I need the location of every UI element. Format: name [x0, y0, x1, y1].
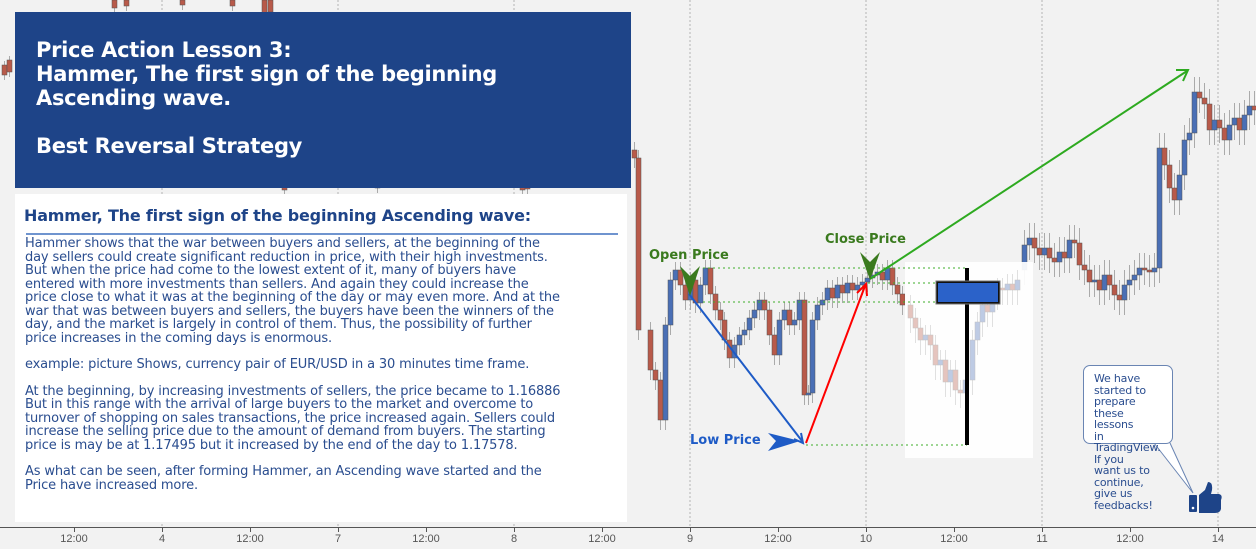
- time-axis-label: 12:00: [764, 533, 792, 545]
- close-price-pointer-icon: [860, 252, 880, 280]
- paragraph-hammer-explanation: Hammer shows that the war between buyers…: [25, 236, 560, 346]
- title-subtitle: Best Reversal Strategy: [36, 134, 303, 158]
- paragraph-example: example: picture Shows, currency pair of…: [25, 357, 530, 372]
- time-axis-label: 12:00: [588, 533, 616, 545]
- low-price-label: Low Price: [690, 433, 761, 448]
- thumbs-up-icon: [1189, 482, 1222, 513]
- time-axis-label: 4: [158, 533, 166, 545]
- feedback-bubble: We have started to prepare these lessons…: [1083, 365, 1173, 511]
- title-line-2: Hammer, The first sign of the beginning: [36, 62, 497, 86]
- time-axis-label: 14: [1211, 533, 1225, 545]
- price-level-lines: [703, 267, 967, 446]
- time-axis-label: 12:00: [236, 533, 264, 545]
- lesson-text-panel: Hammer, The first sign of the beginning …: [15, 194, 627, 522]
- lesson-title-box: Price Action Lesson 3: Hammer, The first…: [15, 12, 631, 188]
- panel-heading: Hammer, The first sign of the beginning …: [24, 206, 531, 225]
- open-price-pointer-icon: [680, 266, 700, 296]
- heading-divider: [26, 233, 618, 235]
- paragraph-conclusion: As what can be seen, after forming Hamme…: [25, 464, 542, 493]
- bubble-tail: [1153, 442, 1194, 494]
- paragraph-price-details: At the beginning, by increasing investme…: [25, 383, 561, 453]
- ascending-wave-arrow: [869, 69, 1190, 280]
- time-axis-label: 12:00: [60, 533, 88, 545]
- time-axis-label: 12:00: [940, 533, 968, 545]
- time-axis[interactable]: 12:00 4 12:00 7 12:00 8 12:00 9 12:00 10 12:00 11 12…: [0, 527, 1256, 549]
- hammer-candle-icon: [935, 268, 1001, 445]
- time-axis-label: 10: [859, 533, 873, 545]
- title-line-1: Price Action Lesson 3:: [36, 38, 292, 62]
- time-axis-label: 8: [510, 533, 518, 545]
- time-axis-label: 7: [334, 533, 342, 545]
- title-line-3: Ascending wave.: [36, 86, 231, 110]
- time-axis-label: 9: [686, 533, 694, 545]
- time-axis-label: 12:00: [1116, 533, 1144, 545]
- open-price-label: Open Price: [649, 248, 729, 263]
- time-axis-label: 12:00: [412, 533, 440, 545]
- close-price-label: Close Price: [825, 232, 906, 247]
- low-to-close-arrow: [805, 281, 868, 444]
- low-price-pointer-icon: [768, 433, 800, 451]
- candlesticks: [1, 0, 1256, 430]
- time-axis-label: 11: [1036, 533, 1048, 545]
